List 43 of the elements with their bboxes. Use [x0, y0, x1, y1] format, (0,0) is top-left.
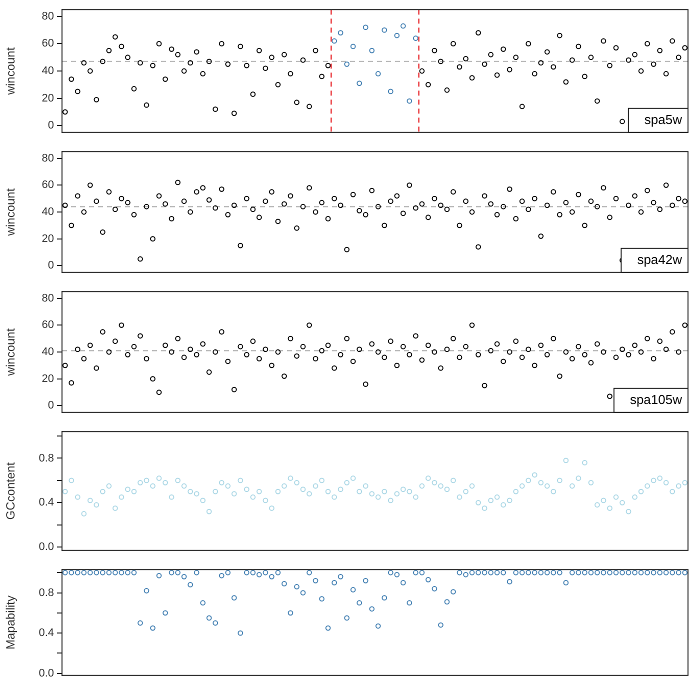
y-tick-label: 40: [42, 65, 54, 78]
y-tick-label: 20: [42, 372, 54, 385]
y-tick-label: 80: [42, 10, 54, 22]
y-tick-label: 40: [42, 206, 54, 218]
point: [344, 61, 350, 67]
y-tick-label: 20: [42, 92, 54, 104]
point: [394, 32, 400, 38]
y-axis-title: wincount: [4, 188, 18, 237]
y-tick-label: 80: [42, 152, 54, 164]
point: [406, 98, 412, 104]
y-tick-label: 0.8: [38, 586, 54, 599]
y-tick-label: 60: [42, 319, 54, 332]
y-tick-label: 0: [48, 120, 54, 132]
point: [400, 23, 406, 29]
point: [369, 48, 375, 54]
y-tick-label: 40: [42, 346, 54, 358]
annotation: spa42w: [637, 252, 683, 267]
y-tick-label: 60: [42, 179, 54, 192]
y-axis-title: wincount: [4, 46, 18, 96]
y-tick-label: 0.0: [38, 667, 54, 680]
point: [382, 27, 388, 33]
point: [375, 71, 381, 76]
annotation: spa5w: [644, 112, 683, 127]
point: [332, 38, 338, 44]
point: [388, 88, 394, 94]
y-tick-label: 0.8: [38, 452, 54, 464]
point: [412, 36, 418, 41]
y-tick-label: 20: [42, 232, 54, 245]
point: [356, 80, 362, 86]
y-tick-label: 60: [42, 38, 54, 50]
y-tick-label: 0.4: [38, 496, 54, 509]
y-axis-title: Mapability: [4, 595, 18, 650]
y-tick-label: 0.0: [38, 541, 54, 554]
y-axis-title: GCcontent: [4, 462, 18, 520]
y-axis-title: wincount: [4, 328, 18, 377]
point: [338, 30, 344, 36]
point: [362, 24, 368, 30]
annotation: spa105w: [630, 392, 683, 407]
y-tick-label: 80: [42, 292, 54, 304]
y-tick-label: 0: [48, 260, 54, 272]
y-tick-label: 0.4: [38, 627, 54, 640]
y-tick-label: 0: [48, 400, 54, 412]
point: [350, 44, 356, 50]
